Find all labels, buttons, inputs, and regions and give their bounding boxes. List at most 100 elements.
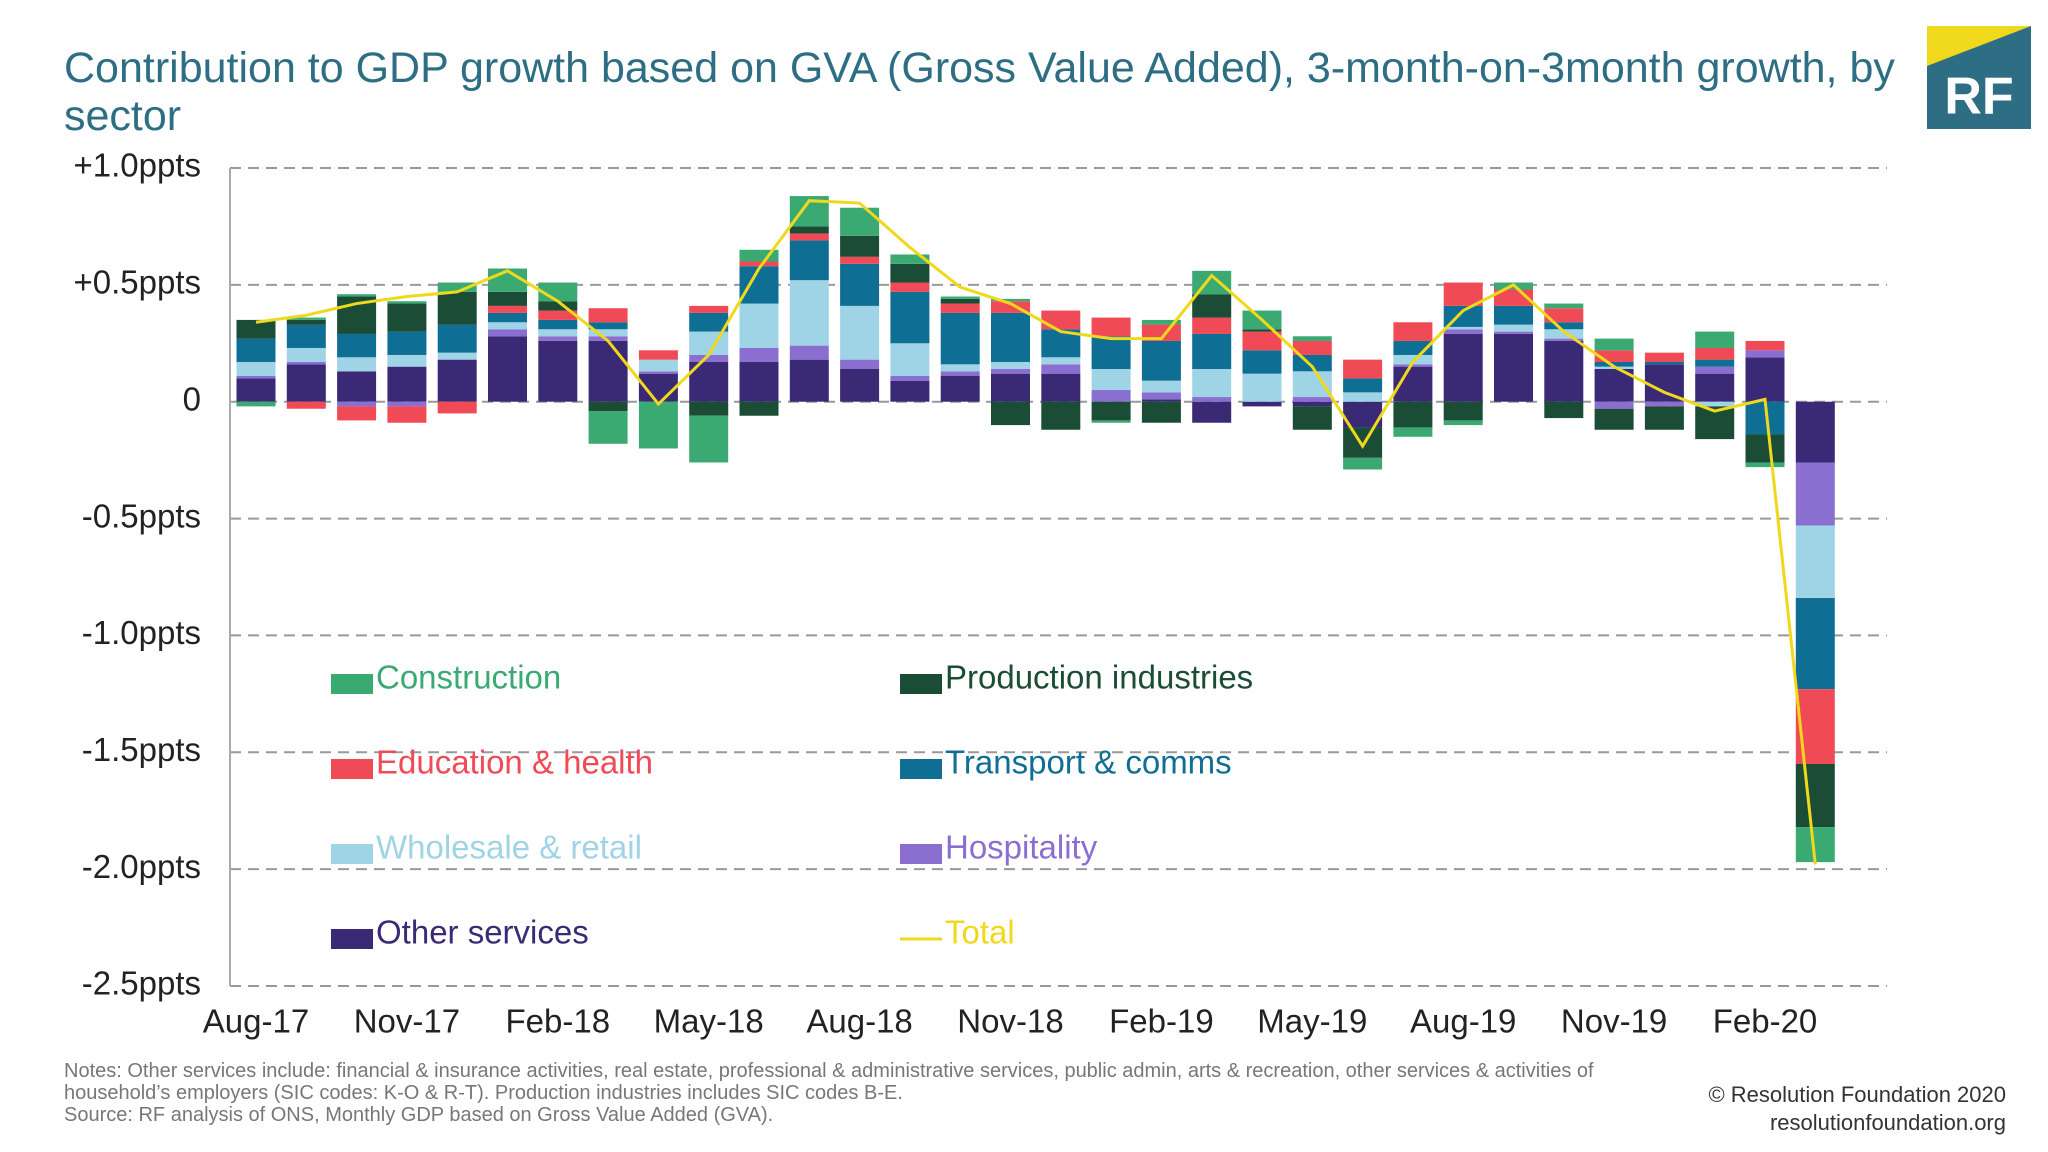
- bar-segment: [739, 249, 779, 262]
- bar-segment: [991, 298, 1030, 302]
- bar-segment: [840, 263, 880, 306]
- bar-segment: [437, 291, 477, 325]
- x-tick-label: Nov-19: [1561, 1003, 1667, 1040]
- bar-segment: [789, 345, 829, 360]
- bar-segment: [1192, 397, 1232, 402]
- y-tick-label: -1.5ppts: [82, 731, 201, 768]
- bar-segment: [1041, 364, 1081, 374]
- legend-label: Wholesale & retail: [376, 829, 642, 866]
- bar-segment: [1242, 331, 1282, 351]
- bar-segment: [689, 312, 729, 332]
- x-tick-label: Aug-18: [806, 1003, 912, 1040]
- legend-swatch: [331, 759, 373, 779]
- bar-segment: [538, 319, 578, 330]
- x-tick-label: Nov-18: [957, 1003, 1063, 1040]
- bar-segment: [1745, 350, 1785, 358]
- bar-segment: [890, 282, 930, 292]
- bar-segment: [840, 305, 880, 360]
- bar-segment: [1242, 329, 1282, 332]
- bar-segment: [588, 411, 628, 444]
- bar-segment: [538, 310, 578, 320]
- bar-segment: [1091, 368, 1131, 391]
- bar-segment: [588, 322, 628, 330]
- bar-segment: [1795, 401, 1835, 463]
- logo-accent: [1927, 26, 2031, 66]
- bar-segment: [840, 256, 880, 264]
- bar-segment: [1292, 401, 1332, 407]
- bar-segment: [286, 361, 326, 365]
- bar-segment: [739, 361, 779, 402]
- x-tick-label: Feb-20: [1713, 1003, 1818, 1040]
- x-tick-label: Aug-17: [203, 1003, 309, 1040]
- bar-segment: [488, 329, 527, 337]
- bar-segment: [286, 347, 326, 362]
- source: Source: RF analysis of ONS, Monthly GDP …: [64, 1104, 774, 1126]
- bar-segment: [1343, 457, 1383, 470]
- y-tick-label: +1.0ppts: [73, 147, 201, 184]
- x-tick-label: Feb-19: [1109, 1003, 1214, 1040]
- bar-segment: [1644, 364, 1684, 402]
- legend-swatch: [900, 844, 942, 864]
- bar-segment: [1091, 390, 1131, 402]
- bar-segment: [991, 373, 1030, 402]
- bar-segment: [1443, 333, 1483, 402]
- bar-segment: [387, 406, 427, 423]
- y-tick-label: -0.5ppts: [82, 497, 201, 534]
- bar-segment: [337, 357, 377, 372]
- bar-segment: [1393, 322, 1433, 341]
- bar-segment: [1745, 357, 1785, 402]
- bar-segment: [689, 331, 729, 355]
- bar-segment: [1192, 333, 1232, 369]
- bar-segment: [1594, 338, 1634, 351]
- bar-segment: [1091, 420, 1131, 423]
- bar-segment: [387, 366, 427, 402]
- bar-segment: [1695, 331, 1735, 348]
- y-tick-label: -1.0ppts: [82, 614, 201, 651]
- bar-segment: [286, 317, 326, 320]
- bar-segment: [789, 226, 829, 234]
- bar-segment: [1644, 406, 1684, 430]
- bar-segment: [236, 376, 276, 379]
- x-tick-label: Aug-19: [1410, 1003, 1516, 1040]
- bar-segment: [1795, 598, 1835, 690]
- bar-segment: [1745, 434, 1785, 463]
- bar-segment: [1594, 361, 1634, 367]
- bar-segment: [1141, 380, 1181, 393]
- bar-segment: [437, 352, 477, 360]
- bar-segment: [286, 364, 326, 402]
- bar-segment: [387, 354, 427, 367]
- bar-segment: [1393, 364, 1433, 367]
- bar-segment: [437, 359, 477, 402]
- bar-segment: [1343, 359, 1383, 379]
- bar-segment: [588, 401, 628, 412]
- bar-segment: [890, 343, 930, 377]
- bar-segment: [1292, 371, 1332, 398]
- bar-segment: [890, 254, 930, 264]
- bar-segment: [1242, 350, 1282, 374]
- bar-segment: [387, 301, 427, 304]
- bar-segment: [337, 406, 377, 421]
- bar-segment: [337, 401, 377, 407]
- bar-segment: [1443, 420, 1483, 426]
- bar-segment: [1292, 397, 1332, 402]
- bar-segment: [337, 371, 377, 402]
- bar-segment: [588, 308, 628, 323]
- bar-segment: [840, 207, 880, 236]
- bar-segment: [739, 266, 779, 304]
- bar-segment: [236, 338, 276, 362]
- bar-segment: [1494, 331, 1533, 334]
- notes: Notes: Other services include: financial…: [64, 1060, 1594, 1104]
- bar-segment: [1695, 401, 1735, 407]
- copyright: © Resolution Foundation 2020: [1708, 1082, 2006, 1107]
- bar-segment: [1041, 357, 1081, 365]
- bar-segment: [1192, 317, 1232, 334]
- bar-segment: [991, 368, 1030, 374]
- bar-segment: [286, 324, 326, 348]
- bar-segment: [337, 294, 377, 297]
- bar-segment: [538, 301, 578, 311]
- bar-segment: [1644, 352, 1684, 362]
- bar-segment: [940, 296, 980, 299]
- bar-segment: [1494, 324, 1533, 332]
- bar-segment: [1745, 340, 1785, 351]
